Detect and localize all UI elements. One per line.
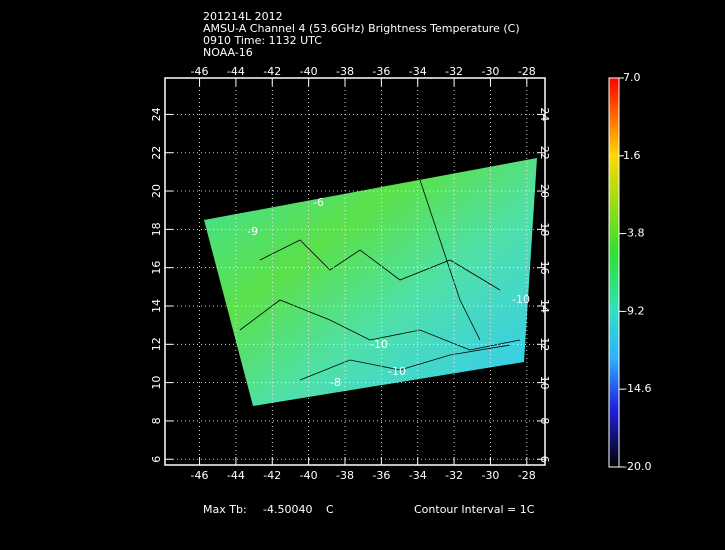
y-tick-label: 18 bbox=[150, 222, 163, 236]
x-tick-label: -30 bbox=[481, 65, 499, 78]
x-tick-label: -46 bbox=[191, 469, 209, 482]
y-tick-label: 12 bbox=[538, 337, 551, 351]
y-tick-label: 22 bbox=[150, 146, 163, 160]
y-tick-label: 10 bbox=[538, 376, 551, 390]
contour bbox=[419, 179, 481, 341]
footer-value: -4.50040 bbox=[263, 503, 312, 516]
contour-label: -10 bbox=[370, 338, 388, 351]
x-tick-label: -46 bbox=[191, 65, 209, 78]
y-tick-label: 14 bbox=[538, 299, 551, 313]
colorbar-label: -3.8 bbox=[623, 227, 644, 240]
title-line: 0910 Time: 1132 UTC bbox=[203, 34, 322, 47]
contour bbox=[259, 239, 501, 291]
footer-unit: C bbox=[326, 503, 334, 516]
x-tick-label: -36 bbox=[372, 469, 390, 482]
colorbar-label: 1.6 bbox=[623, 149, 641, 162]
y-tick-label: 10 bbox=[150, 376, 163, 390]
contour-label: -6 bbox=[313, 196, 324, 209]
y-tick-label: 20 bbox=[150, 184, 163, 198]
y-tick-label: 16 bbox=[150, 261, 163, 275]
colorbar bbox=[608, 77, 620, 468]
x-tick-label: -38 bbox=[336, 65, 354, 78]
x-tick-label: -34 bbox=[409, 65, 427, 78]
x-tick-label: -42 bbox=[263, 65, 281, 78]
colorbar-label: -14.6 bbox=[623, 382, 651, 395]
contour-label: -10 bbox=[512, 293, 530, 306]
y-tick-label: 22 bbox=[538, 146, 551, 160]
y-tick-label: 8 bbox=[538, 417, 551, 424]
x-tick-label: -40 bbox=[300, 469, 318, 482]
colorbar-label: 7.0 bbox=[623, 71, 641, 84]
y-tick-label: 18 bbox=[538, 222, 551, 236]
contour bbox=[299, 344, 511, 381]
y-tick-label: 20 bbox=[538, 184, 551, 198]
x-tick-label: -44 bbox=[227, 65, 245, 78]
y-tick-label: 14 bbox=[150, 299, 163, 313]
contour-label: -10 bbox=[388, 365, 406, 378]
x-tick-label: -42 bbox=[263, 469, 281, 482]
footer-label: Max Tb: bbox=[203, 503, 247, 516]
y-tick-label: 24 bbox=[538, 107, 551, 121]
y-tick-label: 8 bbox=[150, 417, 163, 424]
contour-label: -8 bbox=[330, 376, 341, 389]
x-tick-label: -32 bbox=[445, 65, 463, 78]
title-line: NOAA-16 bbox=[203, 46, 253, 59]
y-tick-label: 12 bbox=[150, 337, 163, 351]
x-tick-label: -38 bbox=[336, 469, 354, 482]
colorbar-label: -9.2 bbox=[623, 304, 644, 317]
footer-interval: Contour Interval = 1C bbox=[414, 503, 535, 516]
y-tick-label: 6 bbox=[538, 456, 551, 463]
y-tick-label: 16 bbox=[538, 261, 551, 275]
x-tick-label: -32 bbox=[445, 469, 463, 482]
x-tick-label: -34 bbox=[409, 469, 427, 482]
contour bbox=[239, 299, 521, 351]
y-tick-label: 24 bbox=[150, 107, 163, 121]
colorbar-label: -20.0 bbox=[623, 460, 651, 473]
title-line: AMSU-A Channel 4 (53.6GHz) Brightness Te… bbox=[203, 22, 520, 35]
x-tick-label: -30 bbox=[481, 469, 499, 482]
plot-frame bbox=[164, 77, 546, 466]
x-tick-label: -44 bbox=[227, 469, 245, 482]
x-tick-label: -28 bbox=[518, 469, 536, 482]
title-line: 201214L 2012 bbox=[203, 10, 283, 23]
x-tick-label: -28 bbox=[518, 65, 536, 78]
y-tick-label: 6 bbox=[150, 456, 163, 463]
x-tick-label: -36 bbox=[372, 65, 390, 78]
contour-label: -9 bbox=[247, 225, 258, 238]
x-tick-label: -40 bbox=[300, 65, 318, 78]
